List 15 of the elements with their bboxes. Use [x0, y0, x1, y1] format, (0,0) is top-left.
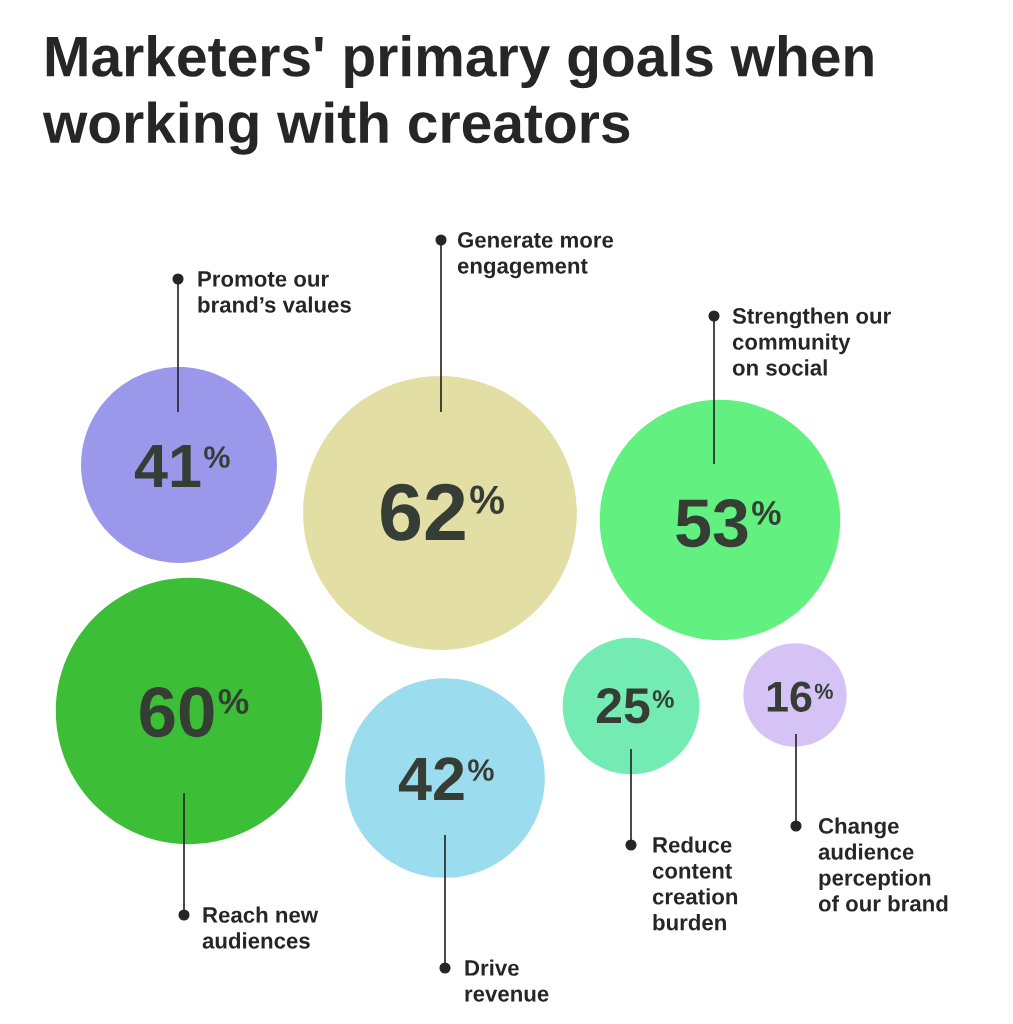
- category-label: Drive revenue: [465, 959, 549, 1002]
- category-label: Reduce content creation burden: [652, 836, 738, 931]
- category-label: Generate more engagement: [457, 232, 614, 279]
- data-label: 60%: [140, 687, 249, 738]
- data-label: 53%: [676, 498, 781, 548]
- text: Marketers' primary goals when working with creators: [42, 35, 873, 155]
- data-label: 25%: [596, 688, 674, 724]
- data-label: 42%: [398, 757, 494, 800]
- data-label: 62%: [381, 483, 504, 541]
- category-label: Promote our brand’s values: [198, 271, 351, 313]
- data-label: 41%: [134, 444, 230, 487]
- data-label: 16%: [767, 681, 833, 712]
- category-label: Reach new audiences: [202, 906, 319, 949]
- category-label: Change audience perception of our brand: [818, 817, 948, 912]
- category-label: Strengthen our community on social: [732, 307, 891, 376]
